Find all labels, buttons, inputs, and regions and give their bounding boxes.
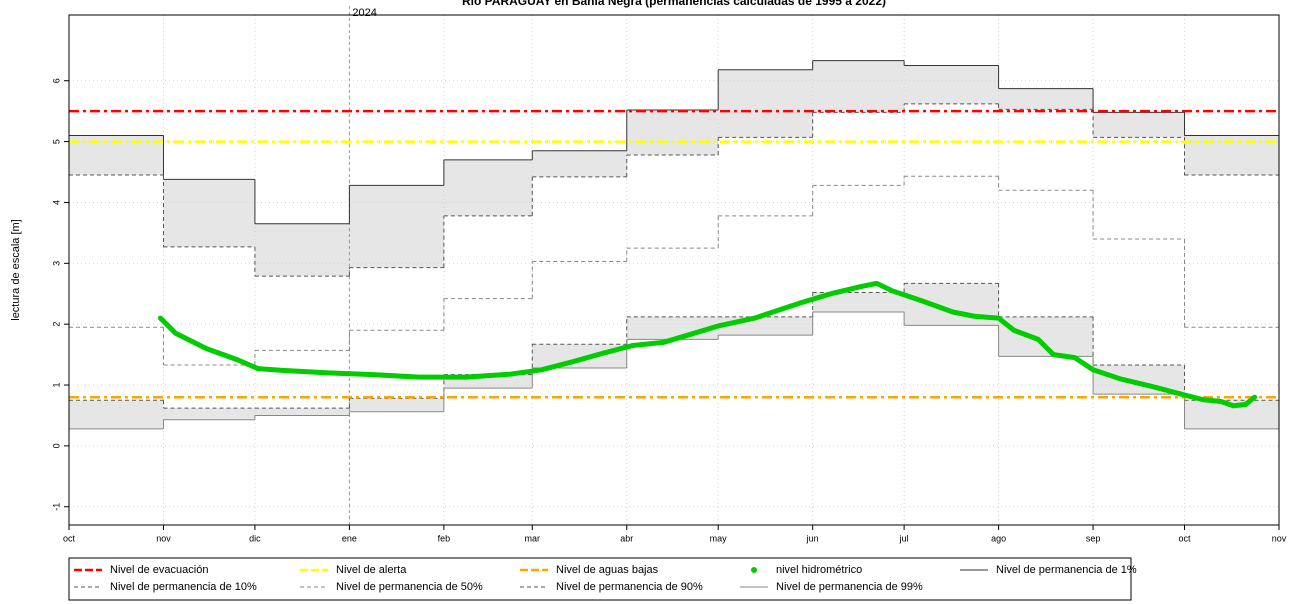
band bbox=[163, 408, 255, 420]
legend-swatch bbox=[751, 567, 757, 573]
data-line bbox=[157, 280, 1258, 409]
x-tick-label: jun bbox=[806, 533, 819, 543]
band bbox=[718, 69, 813, 138]
y-tick-label: 2 bbox=[51, 322, 61, 327]
band bbox=[1093, 112, 1185, 138]
legend-label: nivel hidrométrico bbox=[776, 564, 862, 576]
x-tick-label: feb bbox=[438, 533, 451, 543]
legend-label: Nivel de permanencia de 99% bbox=[776, 581, 923, 593]
x-tick-label: ene bbox=[342, 533, 357, 543]
annotation: 2024 bbox=[352, 7, 376, 19]
band bbox=[904, 65, 999, 104]
band bbox=[69, 400, 164, 429]
band bbox=[812, 292, 905, 312]
band bbox=[349, 398, 444, 412]
x-tick-label: dic bbox=[249, 533, 261, 543]
x-tick-label: jul bbox=[899, 533, 909, 543]
y-tick-label: 3 bbox=[51, 261, 61, 266]
plot-frame bbox=[68, 14, 1280, 526]
legend-label: Nivel de aguas bajas bbox=[556, 564, 659, 576]
band bbox=[349, 185, 444, 268]
chart-title: Río PARAGUAY en Bahía Negra (permanencia… bbox=[462, 0, 886, 8]
x-tick-label: oct bbox=[1179, 533, 1192, 543]
legend-label: Nivel de permanencia de 10% bbox=[110, 581, 257, 593]
band bbox=[812, 60, 905, 113]
y-tick-label: 5 bbox=[51, 139, 61, 144]
legend-label: Nivel de alerta bbox=[336, 564, 407, 576]
y-tick-label: 0 bbox=[51, 443, 61, 448]
legend-label: Nivel de permanencia de 50% bbox=[336, 581, 483, 593]
band bbox=[718, 316, 813, 336]
y-axis-label: lectura de escala [m] bbox=[10, 219, 22, 321]
band bbox=[998, 88, 1094, 110]
x-tick-label: oct bbox=[63, 533, 76, 543]
legend-label: Nivel de permanencia de 90% bbox=[556, 581, 703, 593]
x-tick-label: abr bbox=[620, 533, 633, 543]
x-tick-label: mar bbox=[525, 533, 541, 543]
x-tick-label: sep bbox=[1086, 533, 1101, 543]
band bbox=[254, 408, 350, 416]
x-tick-label: may bbox=[710, 533, 728, 543]
y-tick-label: -1 bbox=[51, 503, 61, 511]
legend-label: Nivel de permanencia de 1% bbox=[996, 564, 1137, 576]
band bbox=[626, 109, 719, 155]
x-tick-label: ago bbox=[991, 533, 1006, 543]
legend-label: Nivel de evacuación bbox=[110, 564, 208, 576]
band bbox=[254, 223, 350, 277]
band bbox=[163, 179, 255, 247]
y-tick-label: 4 bbox=[51, 200, 61, 205]
band bbox=[532, 344, 627, 368]
x-tick-label: nov bbox=[156, 533, 171, 543]
band bbox=[532, 150, 627, 177]
band bbox=[443, 159, 533, 216]
x-tick-label: nov bbox=[1272, 533, 1287, 543]
y-tick-label: 6 bbox=[51, 78, 61, 83]
y-tick-label: 1 bbox=[51, 383, 61, 388]
legend-frame bbox=[68, 557, 1132, 601]
